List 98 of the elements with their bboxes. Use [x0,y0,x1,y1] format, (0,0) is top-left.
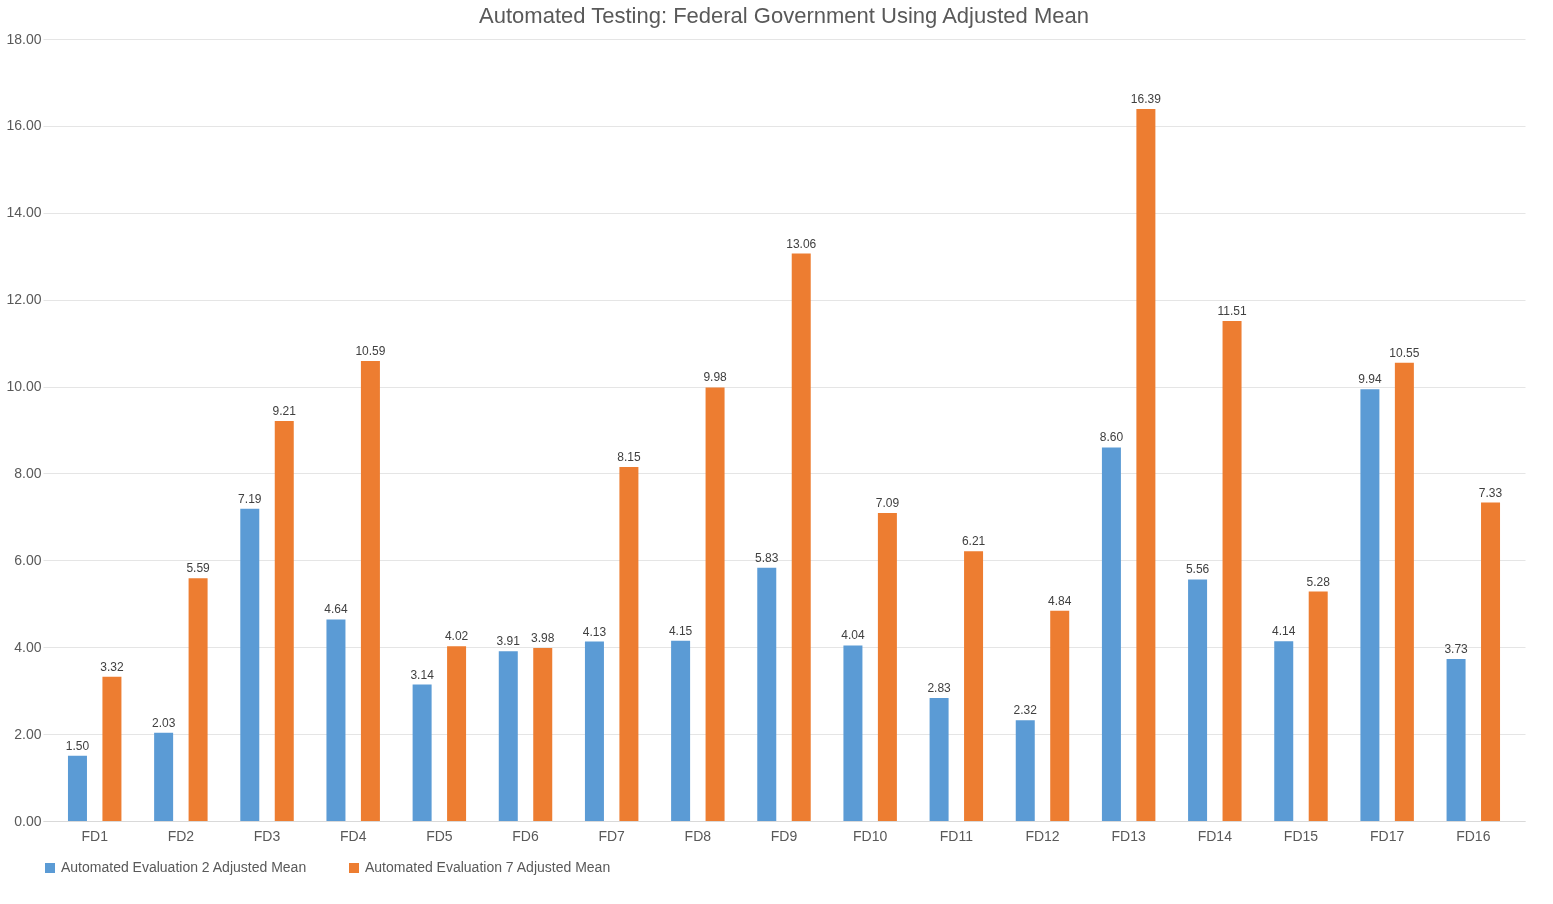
data-label: 4.64 [324,602,348,617]
x-tick-label: FD12 [1025,827,1060,844]
x-tick-label: FD8 [684,827,712,844]
data-label: 6.21 [961,534,986,549]
data-label: 5.28 [1306,574,1331,589]
legend-label: Automated Evaluation 2 Adjusted Mean [61,859,307,875]
bar [1360,389,1380,821]
data-label: 3.91 [496,634,521,649]
x-tick-label: FD2 [167,827,195,844]
data-label: 4.15 [668,623,693,638]
bar [102,676,122,821]
bar [1015,720,1035,821]
data-label: 1.50 [65,738,90,753]
y-tick-label: 8.00 [14,464,42,481]
y-tick-label: 2.00 [14,725,42,742]
data-label: 7.33 [1478,485,1503,500]
data-label: 9.21 [272,403,297,418]
x-tick-label: FD4 [339,827,367,844]
legend-label: Automated Evaluation 7 Adjusted Mean [365,859,611,875]
bar [1101,447,1121,821]
data-label: 4.04 [841,628,865,643]
x-tick-label: FD15 [1283,827,1319,844]
bar [533,648,553,821]
bar [274,420,294,821]
bar [1308,591,1328,821]
x-tick-label: FD13 [1111,827,1146,844]
x-tick-label: FD7 [598,827,626,844]
bar [964,551,984,821]
bar [929,698,949,821]
x-tick-label: FD5 [426,827,453,844]
data-label: 5.83 [755,550,779,565]
bar [326,619,346,821]
bar [705,387,725,821]
data-label: 11.51 [1217,303,1247,318]
chart-title: Automated Testing: Federal Government Using Adjusted Mean [479,3,1089,28]
bar [619,466,639,821]
data-label: 16.39 [1130,91,1162,106]
x-tick-label: FD17 [1370,827,1405,844]
data-label: 4.84 [1048,593,1072,608]
y-tick-label: 4.00 [14,638,42,655]
data-label: 7.09 [875,495,900,510]
y-tick-label: 10.00 [6,378,42,395]
data-label: 10.59 [355,343,386,358]
bar [1446,658,1466,821]
x-tick-label: FD3 [253,827,281,844]
x-tick-label: FD11 [939,827,974,844]
bar [154,732,174,821]
data-label: 3.98 [531,631,555,646]
bar [240,508,260,821]
x-tick-label: FD9 [770,827,798,844]
x-tick-label: FD6 [512,827,539,844]
bar [67,755,87,821]
y-tick-label: 12.00 [6,291,42,308]
y-tick-label: 18.00 [6,30,42,47]
x-tick-label: FD10 [853,827,888,844]
x-tick-label: FD14 [1197,827,1233,844]
data-label: 9.94 [1358,372,1382,387]
bar [877,512,897,821]
y-tick-label: 16.00 [6,117,42,134]
y-tick-label: 14.00 [6,204,42,221]
bar [188,578,208,821]
y-tick-label: 6.00 [14,551,42,568]
data-label: 4.13 [582,624,607,639]
bar [1481,502,1501,821]
bar [1274,641,1294,821]
bar [1222,320,1242,821]
x-tick-label: FD16 [1456,827,1491,844]
data-label: 5.59 [186,561,211,576]
y-tick-label: 0.00 [14,812,42,829]
bar [1394,362,1414,821]
bar [1136,108,1156,821]
data-label: 3.32 [100,659,124,674]
bar [498,651,518,821]
data-label: 2.32 [1013,703,1038,718]
data-label: 9.98 [703,370,728,385]
data-label: 3.73 [1444,641,1469,656]
data-label: 5.56 [1185,562,1210,577]
data-label: 10.55 [1389,345,1420,360]
bar [843,645,863,821]
bar [360,360,380,821]
data-label: 4.02 [444,629,469,644]
data-label: 3.14 [410,667,435,682]
bar [1188,579,1208,821]
bar [584,641,604,821]
data-label: 4.14 [1272,624,1296,639]
bar [791,253,811,821]
data-label: 2.83 [927,681,952,696]
x-tick-label: FD1 [81,827,109,844]
data-label: 2.03 [151,715,176,730]
data-label: 13.06 [786,236,817,251]
data-label: 8.15 [617,449,641,464]
bar [447,646,467,821]
data-label: 7.19 [238,491,262,506]
bar [757,567,777,821]
bar [671,640,691,821]
data-label: 8.60 [1099,430,1124,445]
bar [412,684,432,821]
bar [1050,610,1070,821]
